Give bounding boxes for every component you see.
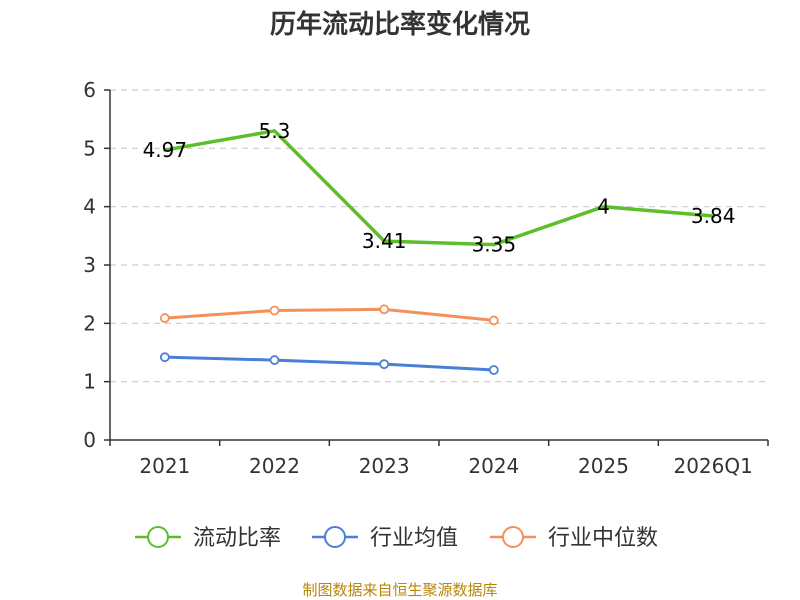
y-tick-label: 0 <box>83 428 96 452</box>
data-label: 4.97 <box>143 138 188 162</box>
data-point <box>159 352 170 363</box>
data-labels: 4.97 5.3 3.41 3.35 4 3.84 <box>143 119 736 257</box>
y-tick-label: 6 <box>83 78 96 102</box>
x-tick-label: 2021 <box>139 454 190 478</box>
source-text: 制图数据来自恒生聚源数据库 <box>302 581 497 599</box>
axes: 0 1 2 3 4 5 6 2021 2022 2023 2024 2025 2026Q1 <box>83 78 769 478</box>
x-tick-label: 2025 <box>578 454 629 478</box>
x-tick-label: 2026Q1 <box>673 454 752 478</box>
y-tick-label: 3 <box>83 253 96 277</box>
data-label: 5.3 <box>259 119 291 143</box>
chart-title: 历年流动比率变化情况 <box>270 9 530 40</box>
data-point <box>488 315 499 326</box>
legend-label: 行业中位数 <box>548 526 658 551</box>
grid <box>110 89 768 383</box>
x-tick-label: 2022 <box>249 454 300 478</box>
y-tick-label: 4 <box>83 195 96 219</box>
legend-label: 流动比率 <box>193 526 281 551</box>
data-point <box>379 304 390 315</box>
data-point <box>379 359 390 370</box>
legend: 流动比率 行业均值 行业中位数 <box>135 526 658 551</box>
legend-label: 行业均值 <box>370 526 458 551</box>
data-point <box>269 305 280 316</box>
legend-marker <box>324 526 346 548</box>
data-label: 3.35 <box>472 233 517 257</box>
y-tick-label: 2 <box>83 311 96 335</box>
y-tick-label: 1 <box>83 370 96 394</box>
legend-marker <box>502 526 524 548</box>
data-point <box>488 365 499 375</box>
legend-marker <box>147 526 169 548</box>
data-point <box>269 355 280 365</box>
data-label: 3.41 <box>362 229 407 253</box>
data-label: 4 <box>597 195 610 219</box>
series-line-0 <box>163 129 715 247</box>
y-tick-label: 5 <box>83 136 96 160</box>
series-line-1 <box>163 355 496 372</box>
x-tick-label: 2024 <box>468 454 519 478</box>
series-layer <box>159 129 715 375</box>
data-point <box>159 313 170 323</box>
series-line-2 <box>163 307 496 322</box>
data-label: 3.84 <box>691 204 736 228</box>
x-tick-label: 2023 <box>359 454 410 478</box>
